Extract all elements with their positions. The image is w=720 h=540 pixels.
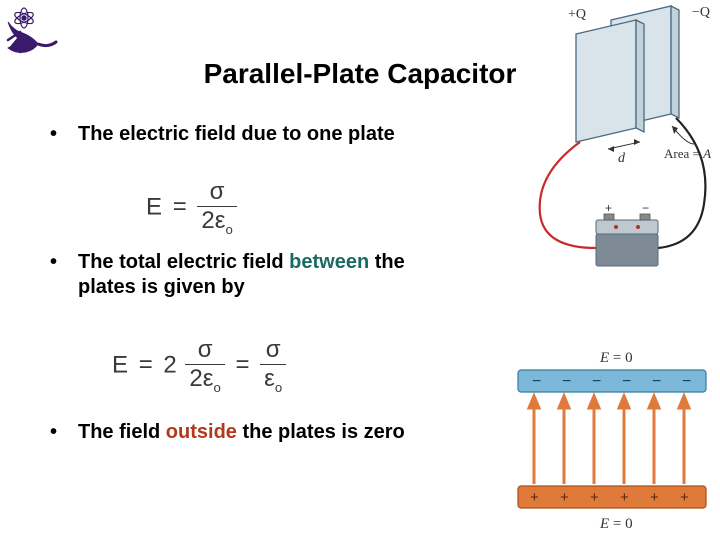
bullet-2-text: The total electric field between the pla… <box>78 250 450 300</box>
formula-den: 2εo <box>197 207 236 236</box>
svg-text:+: + <box>620 489 629 506</box>
svg-text:+: + <box>680 489 689 506</box>
svg-text:−: − <box>682 373 691 390</box>
formula-sigma: σ <box>197 180 236 207</box>
formula-eq: = <box>169 193 191 220</box>
bullet-dot: • <box>50 122 57 147</box>
bullet-1: • The electric field due to one plate <box>50 122 450 147</box>
svg-text:d: d <box>618 151 626 166</box>
svg-text:−: − <box>642 201 649 215</box>
bullet-2: • The total electric field between the p… <box>50 250 450 300</box>
svg-text:−: − <box>562 373 571 390</box>
svg-text:−: − <box>652 373 661 390</box>
svg-text:Area = A: Area = A <box>664 146 711 161</box>
svg-text:+: + <box>560 489 569 506</box>
formula-single-plate: E = σ 2εo <box>146 180 237 236</box>
svg-text:E = 0: E = 0 <box>599 516 633 532</box>
svg-text:−: − <box>622 373 631 390</box>
bullet-3-text: The field outside the plates is zero <box>78 420 450 445</box>
svg-text:−: − <box>532 373 541 390</box>
svg-text:−: − <box>592 373 601 390</box>
svg-text:+: + <box>530 489 539 506</box>
minusQ-label: −Q <box>692 5 710 20</box>
svg-text:+: + <box>650 489 659 506</box>
formula-total-field: E = 2 σ 2εo = σ εo <box>112 338 286 394</box>
capacitor-diagram: +Q −Q d Area = A + − <box>516 4 716 274</box>
formula-E: E <box>146 193 162 220</box>
bullet-1-text: The electric field due to one plate <box>78 122 450 147</box>
field-diagram: E = 0 − − − − − − + + + + + + E = 0 <box>512 346 712 536</box>
formula-E: E <box>112 351 128 378</box>
bullet-3: • The field outside the plates is zero <box>50 420 450 445</box>
plusQ-label: +Q <box>568 7 586 22</box>
svg-text:+: + <box>605 201 612 215</box>
svg-text:+: + <box>590 489 599 506</box>
svg-text:E = 0: E = 0 <box>599 350 633 366</box>
logo <box>2 2 58 58</box>
bullet-dot: • <box>50 420 57 445</box>
bullet-dot: • <box>50 250 57 275</box>
